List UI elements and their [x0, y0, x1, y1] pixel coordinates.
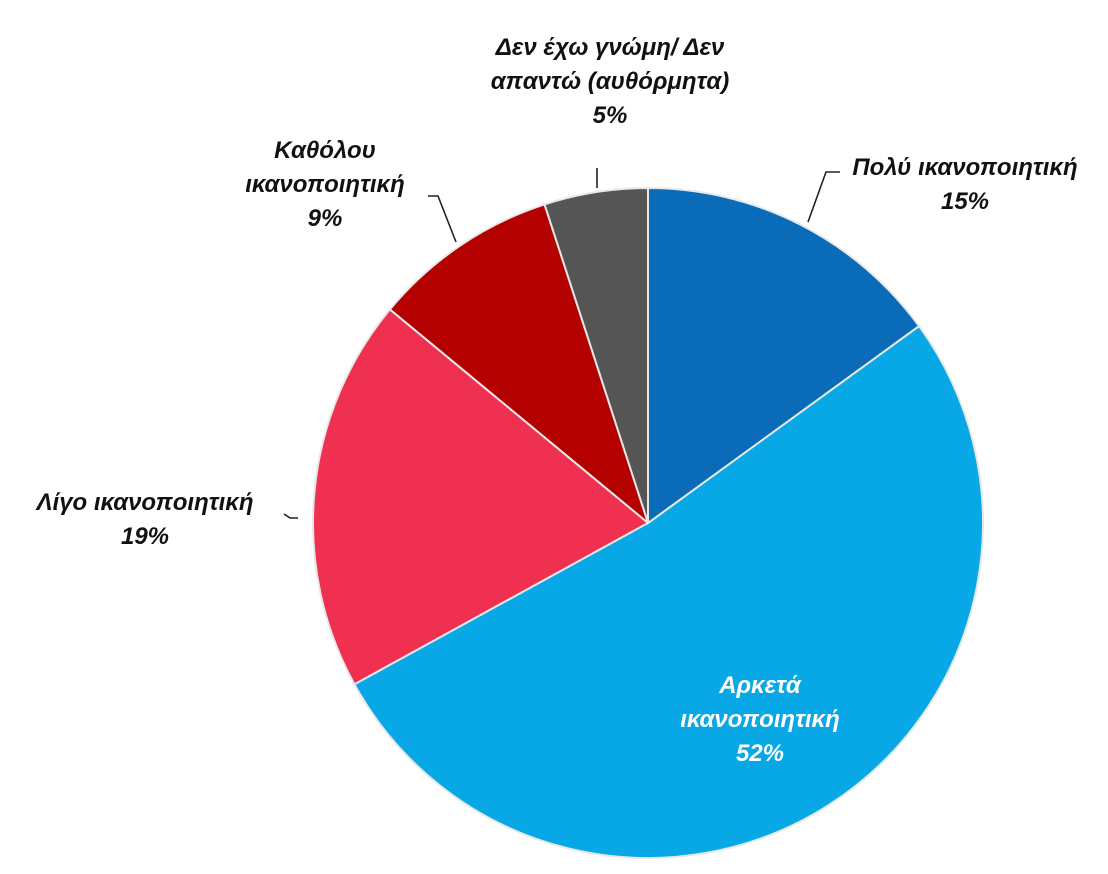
- leader-line: [807, 171, 840, 223]
- slice-label: Δεν έχω γνώμη/ Δεν απαντώ (αυθόρμητα) 5%: [490, 31, 730, 133]
- value-label: 9%: [307, 205, 343, 232]
- pie-slice: [353, 324, 984, 859]
- leader-lines: [283, 168, 840, 519]
- leader-line: [283, 513, 298, 519]
- category-label: Πολύ ικανοποιητική: [852, 154, 1078, 181]
- slice-label: Αρκετά ικανοποιητική 52%: [650, 669, 870, 771]
- slice-label: Καθόλου ικανοποιητική 9%: [205, 134, 445, 236]
- pie-slice: [388, 203, 651, 526]
- category-label: Καθόλου ικανοποιητική: [245, 137, 405, 198]
- leader-line: [428, 195, 457, 243]
- slice-label: Πολύ ικανοποιητική 15%: [815, 151, 1108, 219]
- category-label: Αρκετά ικανοποιητική: [680, 672, 840, 733]
- value-label: 19%: [120, 523, 170, 550]
- category-label: Λίγο ικανοποιητική: [36, 489, 254, 516]
- slice-label: Λίγο ικανοποιητική 19%: [0, 486, 295, 554]
- value-label: 15%: [940, 188, 990, 215]
- category-label: Δεν έχω γνώμη/ Δεν απαντώ (αυθόρμητα): [490, 34, 730, 95]
- value-label: 5%: [592, 102, 628, 129]
- pie-slice: [312, 308, 650, 686]
- value-label: 52%: [735, 740, 785, 767]
- pie-slice: [647, 186, 921, 525]
